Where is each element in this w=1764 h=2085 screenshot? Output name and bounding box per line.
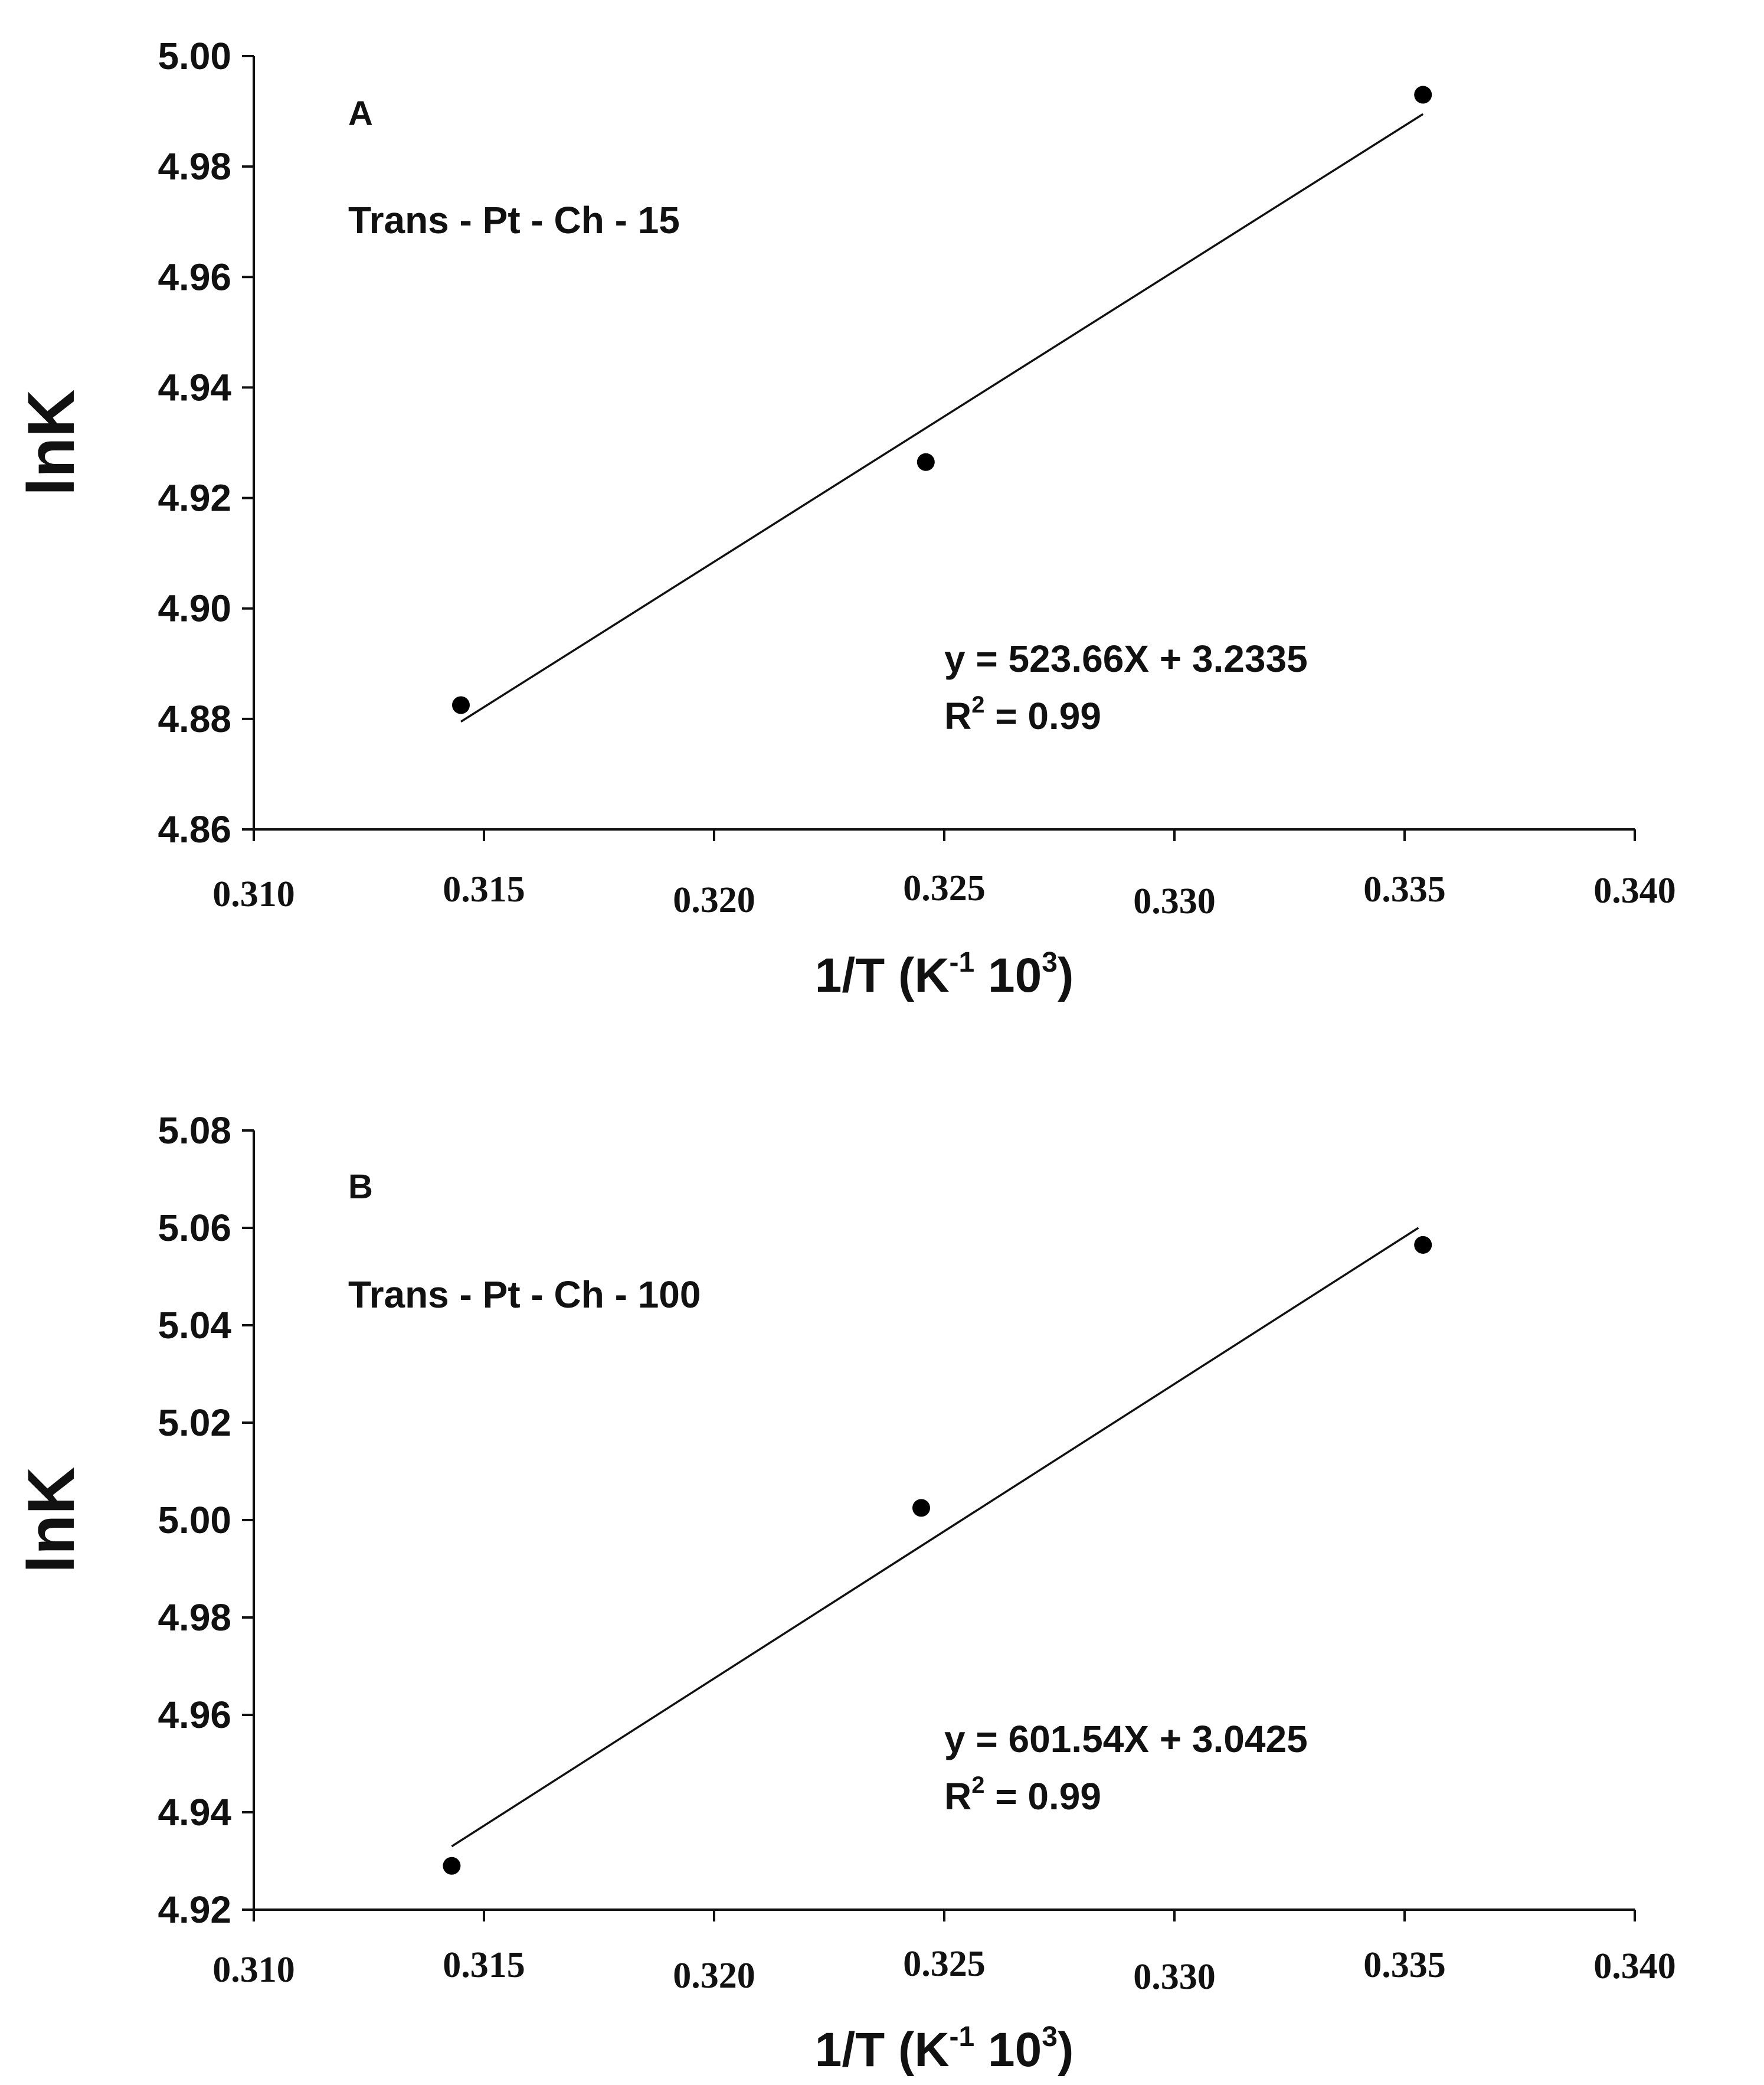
x-tick-label: 0.315 — [443, 1945, 525, 1985]
y-tick-label: 4.96 — [158, 256, 231, 298]
y-tick-label: 4.92 — [158, 477, 231, 519]
y-axis-label: lnK — [14, 1467, 88, 1573]
x-tick-label: 0.330 — [1133, 1957, 1216, 1997]
y-tick-label: 4.96 — [158, 1694, 231, 1736]
x-tick-label: 0.325 — [903, 1944, 986, 1984]
x-tick-label: 0.335 — [1363, 870, 1446, 910]
data-point — [452, 696, 470, 714]
y-tick-label: 4.94 — [158, 1791, 231, 1834]
y-tick-label: 4.88 — [158, 698, 231, 740]
panel-a: 4.86 4.88 4.90 4.92 4.94 4.96 4.98 5.00 0.310 0.3… — [14, 35, 1676, 1002]
x-tick-label: 0.335 — [1363, 1945, 1446, 1985]
y-tick-label: 5.02 — [158, 1401, 231, 1444]
r-squared: R2 = 0.99 — [944, 692, 1101, 737]
x-tick-label: 0.315 — [443, 870, 525, 910]
x-tick-label: 0.310 — [212, 874, 295, 914]
y-tick-label: 5.00 — [158, 35, 231, 77]
sample-label: Trans - Pt - Ch - 15 — [348, 199, 680, 241]
r-squared: R2 = 0.99 — [944, 1772, 1101, 1818]
fit-line — [460, 113, 1424, 723]
panel-letter: A — [348, 94, 373, 133]
x-tick-label: 0.325 — [903, 868, 986, 908]
y-tick-label: 5.04 — [158, 1304, 231, 1347]
y-tick-label: 4.98 — [158, 145, 231, 188]
data-point — [917, 453, 935, 471]
regression-equation: y = 601.54X + 3.0425 — [944, 1718, 1308, 1760]
panel-letter: B — [348, 1168, 373, 1206]
x-tick-label: 0.340 — [1593, 1946, 1676, 1986]
regression-equation: y = 523.66X + 3.2335 — [944, 638, 1308, 680]
fit-line — [451, 1227, 1419, 1848]
panel-b: 4.92 4.94 4.96 4.98 5.00 5.02 5.04 5.06 5.08 0.31… — [14, 1109, 1676, 2077]
y-tick-label: 4.90 — [158, 587, 231, 630]
x-tick-label: 0.320 — [673, 1956, 755, 1996]
y-tick-label: 4.86 — [158, 808, 231, 851]
data-point — [912, 1499, 930, 1517]
data-point — [1414, 1236, 1432, 1254]
x-axis-label: 1/T (K-1 103) — [815, 2021, 1074, 2077]
data-point — [1414, 86, 1432, 104]
x-tick-label: 0.320 — [673, 880, 755, 920]
x-tick-label: 0.340 — [1593, 871, 1676, 911]
y-tick-label: 5.08 — [158, 1109, 231, 1152]
y-tick-label: 4.98 — [158, 1596, 231, 1639]
y-tick-label: 5.00 — [158, 1499, 231, 1541]
y-axis-label: lnK — [14, 390, 88, 496]
y-tick-label: 4.94 — [158, 366, 231, 408]
y-tick-label: 5.06 — [158, 1207, 231, 1249]
x-tick-label: 0.310 — [212, 1950, 295, 1990]
x-tick-label: 0.330 — [1133, 881, 1216, 921]
sample-label: Trans - Pt - Ch - 100 — [348, 1273, 701, 1316]
y-tick-label: 4.92 — [158, 1888, 231, 1931]
data-point — [443, 1857, 461, 1875]
x-axis-label: 1/T (K-1 103) — [815, 947, 1074, 1002]
